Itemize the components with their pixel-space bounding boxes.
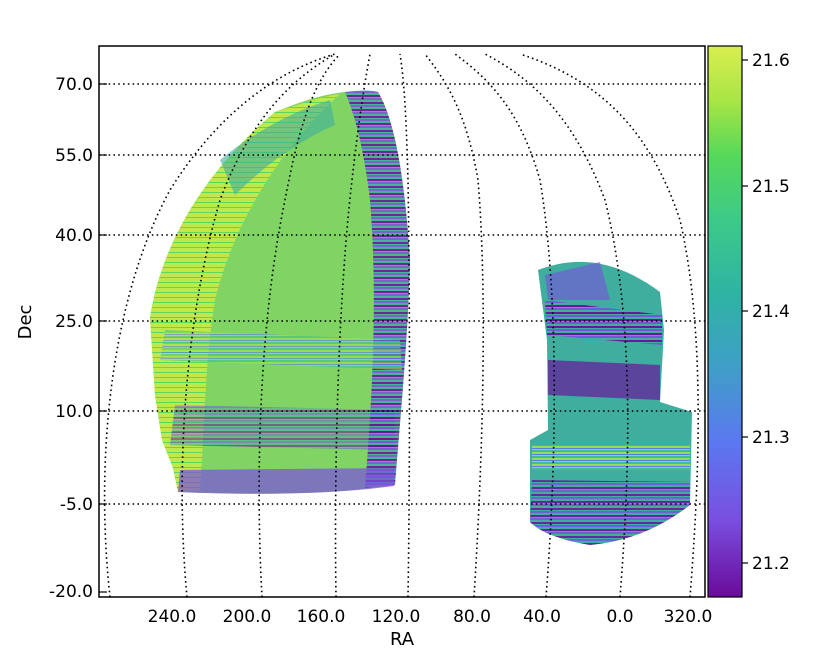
colorbar-frame [707, 45, 743, 598]
colorbar-tick-label: 21.3 [752, 428, 790, 448]
survey-footprints [150, 90, 692, 545]
footprint-sgc-band-a [545, 300, 662, 345]
y-tick-label: 55.0 [55, 146, 93, 166]
y-tick-label: -20.0 [49, 582, 93, 602]
x-axis: 240.0 200.0 160.0 120.0 80.0 40.0 0.0 32… [148, 607, 713, 627]
footprint-sgc-band-c [532, 445, 690, 470]
x-tick-label: 240.0 [148, 607, 197, 627]
colorbar-tick-label: 21.4 [752, 302, 790, 322]
y-tick-label: -5.0 [60, 495, 93, 515]
graticule [99, 53, 705, 597]
footprint-ngc-band-e [160, 330, 402, 370]
x-tick-label: 0.0 [606, 607, 633, 627]
x-tick-label: 160.0 [297, 607, 346, 627]
footprint-ngc-band-c [170, 405, 395, 450]
footprint-ngc-band-b [345, 90, 410, 488]
colorbar: 21.6 21.5 21.4 21.3 21.2 [707, 45, 790, 598]
x-tick-label: 200.0 [223, 607, 272, 627]
footprint-ngc-band-a [150, 94, 340, 492]
footprint-sgc-band-e [545, 262, 610, 300]
colorbar-tick-label: 21.6 [752, 51, 790, 71]
colorbar-tick-label: 21.5 [752, 177, 790, 197]
x-tick-label: 120.0 [372, 607, 421, 627]
x-tick-label: 320.0 [664, 607, 713, 627]
x-axis-label: RA [390, 629, 415, 650]
footprint-ngc-band-f [220, 100, 335, 195]
colorbar-tick-label: 21.2 [752, 554, 790, 574]
y-tick-label: 10.0 [55, 402, 93, 422]
y-axis: 70.0 55.0 40.0 25.0 10.0 -5.0 -20.0 [49, 75, 107, 602]
footprint-sgc-band-d [530, 480, 690, 545]
footprint-ngc-band-d [178, 468, 395, 494]
colorbar-gradient [708, 46, 742, 597]
y-tick-label: 40.0 [55, 226, 93, 246]
y-tick-label: 70.0 [55, 75, 93, 95]
x-tick-label: 40.0 [523, 607, 561, 627]
y-tick-label: 25.0 [55, 312, 93, 332]
x-tick-label: 80.0 [453, 607, 491, 627]
y-axis-label: Dec [15, 305, 36, 340]
footprint-sgc-band-b [548, 360, 660, 400]
